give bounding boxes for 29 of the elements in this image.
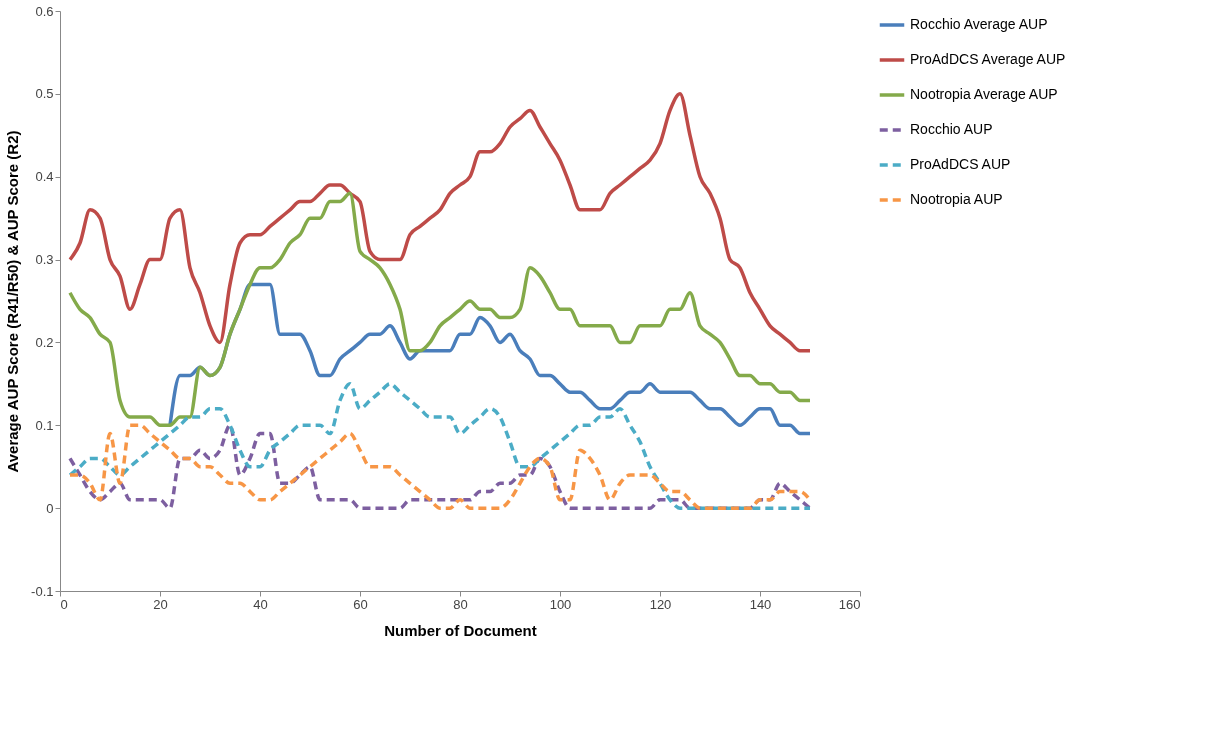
x-tick-label: 120 <box>649 596 672 612</box>
line-series <box>68 382 812 510</box>
legend-label: Nootropia Average AUP <box>910 86 1058 102</box>
y-tick-label: 0.3 <box>35 252 54 268</box>
y-tick-label: 0.5 <box>35 86 54 102</box>
x-tick-label: 140 <box>749 596 772 612</box>
legend-label: Rocchio AUP <box>910 121 993 137</box>
y-tick-label: 0.2 <box>35 334 54 350</box>
y-tick-label: 0.4 <box>35 169 54 185</box>
y-tick-label: -0.1 <box>31 583 54 599</box>
legend-label: ProAdDCS AUP <box>910 156 1011 172</box>
y-axis-title: Average AUP Score (R41/R50) & AUP Score (R2) <box>4 130 22 473</box>
x-axis-title: Number of Document <box>384 621 537 639</box>
legend-label: Nootropia AUP <box>910 191 1003 207</box>
x-tick-label: 20 <box>153 596 168 612</box>
y-tick-label: 0.1 <box>35 417 54 433</box>
x-tick-label: 60 <box>353 596 368 612</box>
line-series <box>68 191 812 428</box>
line-series <box>68 92 812 353</box>
x-tick-label: 80 <box>453 596 468 612</box>
legend-label: ProAdDCS Average AUP <box>910 51 1066 67</box>
x-tick-label: 40 <box>253 596 268 612</box>
y-tick-label: 0 <box>46 500 54 516</box>
x-tick-label: 0 <box>60 596 68 612</box>
x-tick-label: 160 <box>838 596 861 612</box>
legend-label: Rocchio Average AUP <box>910 16 1048 32</box>
line-series <box>68 423 812 510</box>
y-tick-label: 0.6 <box>35 3 54 19</box>
x-tick-label: 100 <box>549 596 572 612</box>
